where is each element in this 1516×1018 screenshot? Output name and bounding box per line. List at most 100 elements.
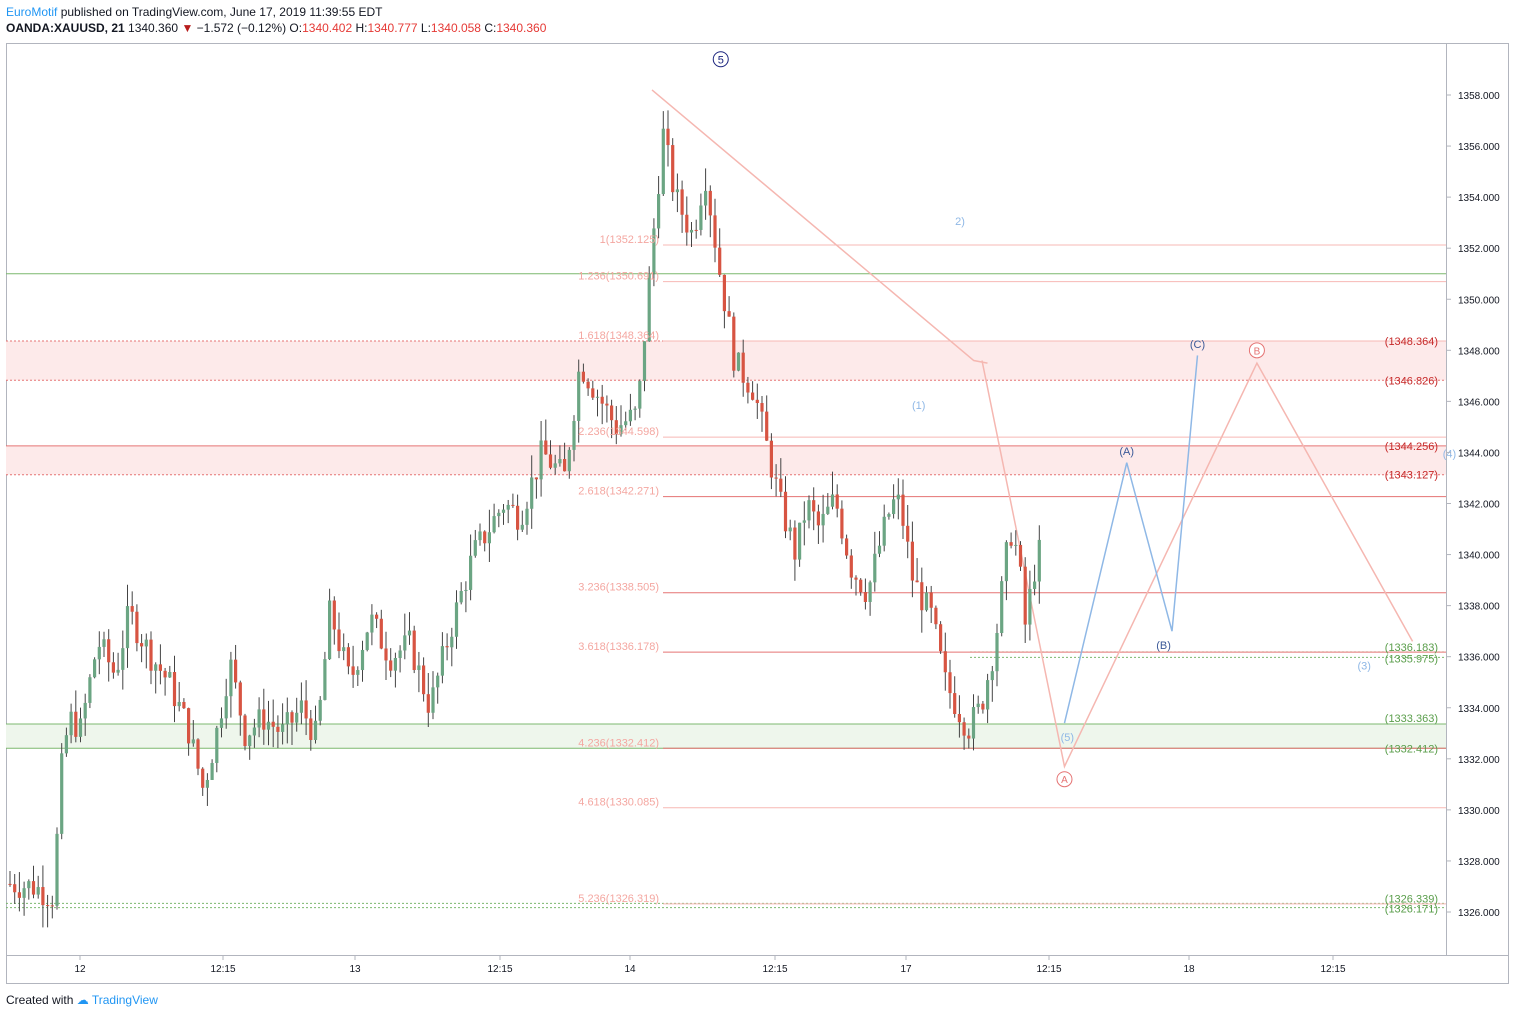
- candle-down: [384, 648, 388, 661]
- candle-down: [187, 708, 191, 744]
- candle-down: [41, 887, 45, 906]
- down-arrow-icon: ▼: [181, 21, 194, 35]
- candle-down: [8, 883, 12, 885]
- candle-up: [97, 646, 101, 660]
- low-value: 1340.058: [430, 21, 481, 35]
- candle-up: [313, 720, 318, 741]
- candle-up: [830, 494, 835, 507]
- candle-up: [661, 128, 665, 195]
- price-tick-label: 1332.000: [1458, 755, 1500, 766]
- high-label: H:: [355, 21, 368, 35]
- tradingview-brand[interactable]: TradingView: [91, 993, 158, 1007]
- price-tick-label: 1330.000: [1458, 806, 1500, 817]
- candle-up: [450, 636, 454, 648]
- wave-circle: [712, 51, 729, 68]
- candle-up: [577, 371, 581, 421]
- candle-down: [812, 500, 816, 512]
- candle-down: [915, 580, 919, 583]
- candle-up: [125, 606, 130, 649]
- candle-up: [299, 700, 303, 713]
- candle-down: [948, 672, 952, 694]
- candle-up: [469, 555, 473, 590]
- candle-down: [586, 381, 590, 389]
- candle-down: [243, 715, 247, 747]
- candle-down: [196, 739, 200, 769]
- candle-up: [102, 639, 106, 647]
- candle-up: [295, 712, 299, 723]
- candle-down: [172, 672, 177, 707]
- candle-down: [732, 316, 736, 371]
- time-tick-label: 12:15: [210, 964, 235, 975]
- candle-down: [332, 600, 336, 630]
- candle-up: [736, 352, 741, 371]
- candle-up: [454, 602, 459, 637]
- candle-down: [713, 215, 717, 248]
- candle-up: [121, 648, 125, 670]
- candle-down: [1018, 544, 1023, 567]
- support-label: (1335.975): [1385, 653, 1438, 665]
- symbol-name[interactable]: OANDA:XAUUSD, 21: [6, 21, 125, 35]
- support-label: (1326.339): [1385, 893, 1438, 905]
- high-value: 1340.777: [367, 21, 418, 35]
- candle-up: [704, 190, 708, 206]
- candle-down: [746, 382, 750, 393]
- candle-down: [765, 411, 769, 441]
- price-tick-label: 1340.000: [1458, 551, 1500, 562]
- candle-down: [835, 494, 839, 509]
- candle-up: [624, 421, 628, 426]
- candle-up: [356, 670, 360, 675]
- footer: Created with ☁ TradingView: [6, 992, 158, 1008]
- candle-up: [318, 699, 322, 721]
- candle-down: [304, 700, 308, 719]
- candle-down: [13, 884, 17, 893]
- candle-up: [215, 727, 219, 763]
- candle-down: [31, 881, 36, 895]
- candle-down: [816, 511, 820, 526]
- candle-down: [906, 525, 910, 542]
- candle-up: [464, 589, 468, 592]
- candle-down: [389, 660, 393, 671]
- candle-down: [445, 646, 449, 648]
- candle-down: [962, 722, 966, 736]
- price-tick-label: 1348.000: [1458, 346, 1500, 357]
- candle-up: [995, 632, 999, 672]
- candle-down: [840, 508, 844, 539]
- time-tick-label: 12:15: [762, 964, 787, 975]
- candle-up: [69, 711, 73, 736]
- fib-label: 1(1352.125): [600, 234, 659, 246]
- candle-down: [351, 666, 355, 675]
- wave-label: 5: [718, 54, 724, 66]
- candle-up: [83, 702, 87, 719]
- support-label: (1333.363): [1385, 713, 1438, 725]
- candle-down: [934, 607, 938, 625]
- candle-up: [177, 701, 181, 707]
- candle-up: [525, 508, 529, 525]
- candle-up: [990, 671, 994, 681]
- candle-down: [238, 682, 242, 716]
- candle-down: [563, 458, 567, 472]
- candle-down: [859, 579, 863, 593]
- resistance-zone: [6, 445, 1446, 475]
- price-tick-label: 1352.000: [1458, 244, 1500, 255]
- candle-down: [337, 629, 341, 652]
- candle-up: [788, 527, 792, 532]
- candle-down: [685, 214, 689, 233]
- candle-up: [36, 887, 40, 895]
- wave-label: (C): [1190, 339, 1205, 351]
- candle-up: [798, 522, 802, 560]
- wave-path: [1063, 355, 1199, 724]
- candle-up: [60, 753, 64, 834]
- close-value: 1340.360: [496, 21, 547, 35]
- candle-up: [168, 672, 172, 678]
- time-tick-label: 14: [624, 964, 636, 975]
- candle-up: [892, 499, 896, 515]
- publisher-link[interactable]: EuroMotif: [6, 5, 58, 19]
- candle-up: [807, 500, 811, 521]
- candle-up: [417, 665, 421, 671]
- candle-up: [219, 718, 224, 728]
- low-label: L:: [420, 21, 431, 35]
- chart-frame: [6, 43, 1509, 984]
- candle-down: [234, 659, 238, 683]
- candle-up: [55, 833, 59, 906]
